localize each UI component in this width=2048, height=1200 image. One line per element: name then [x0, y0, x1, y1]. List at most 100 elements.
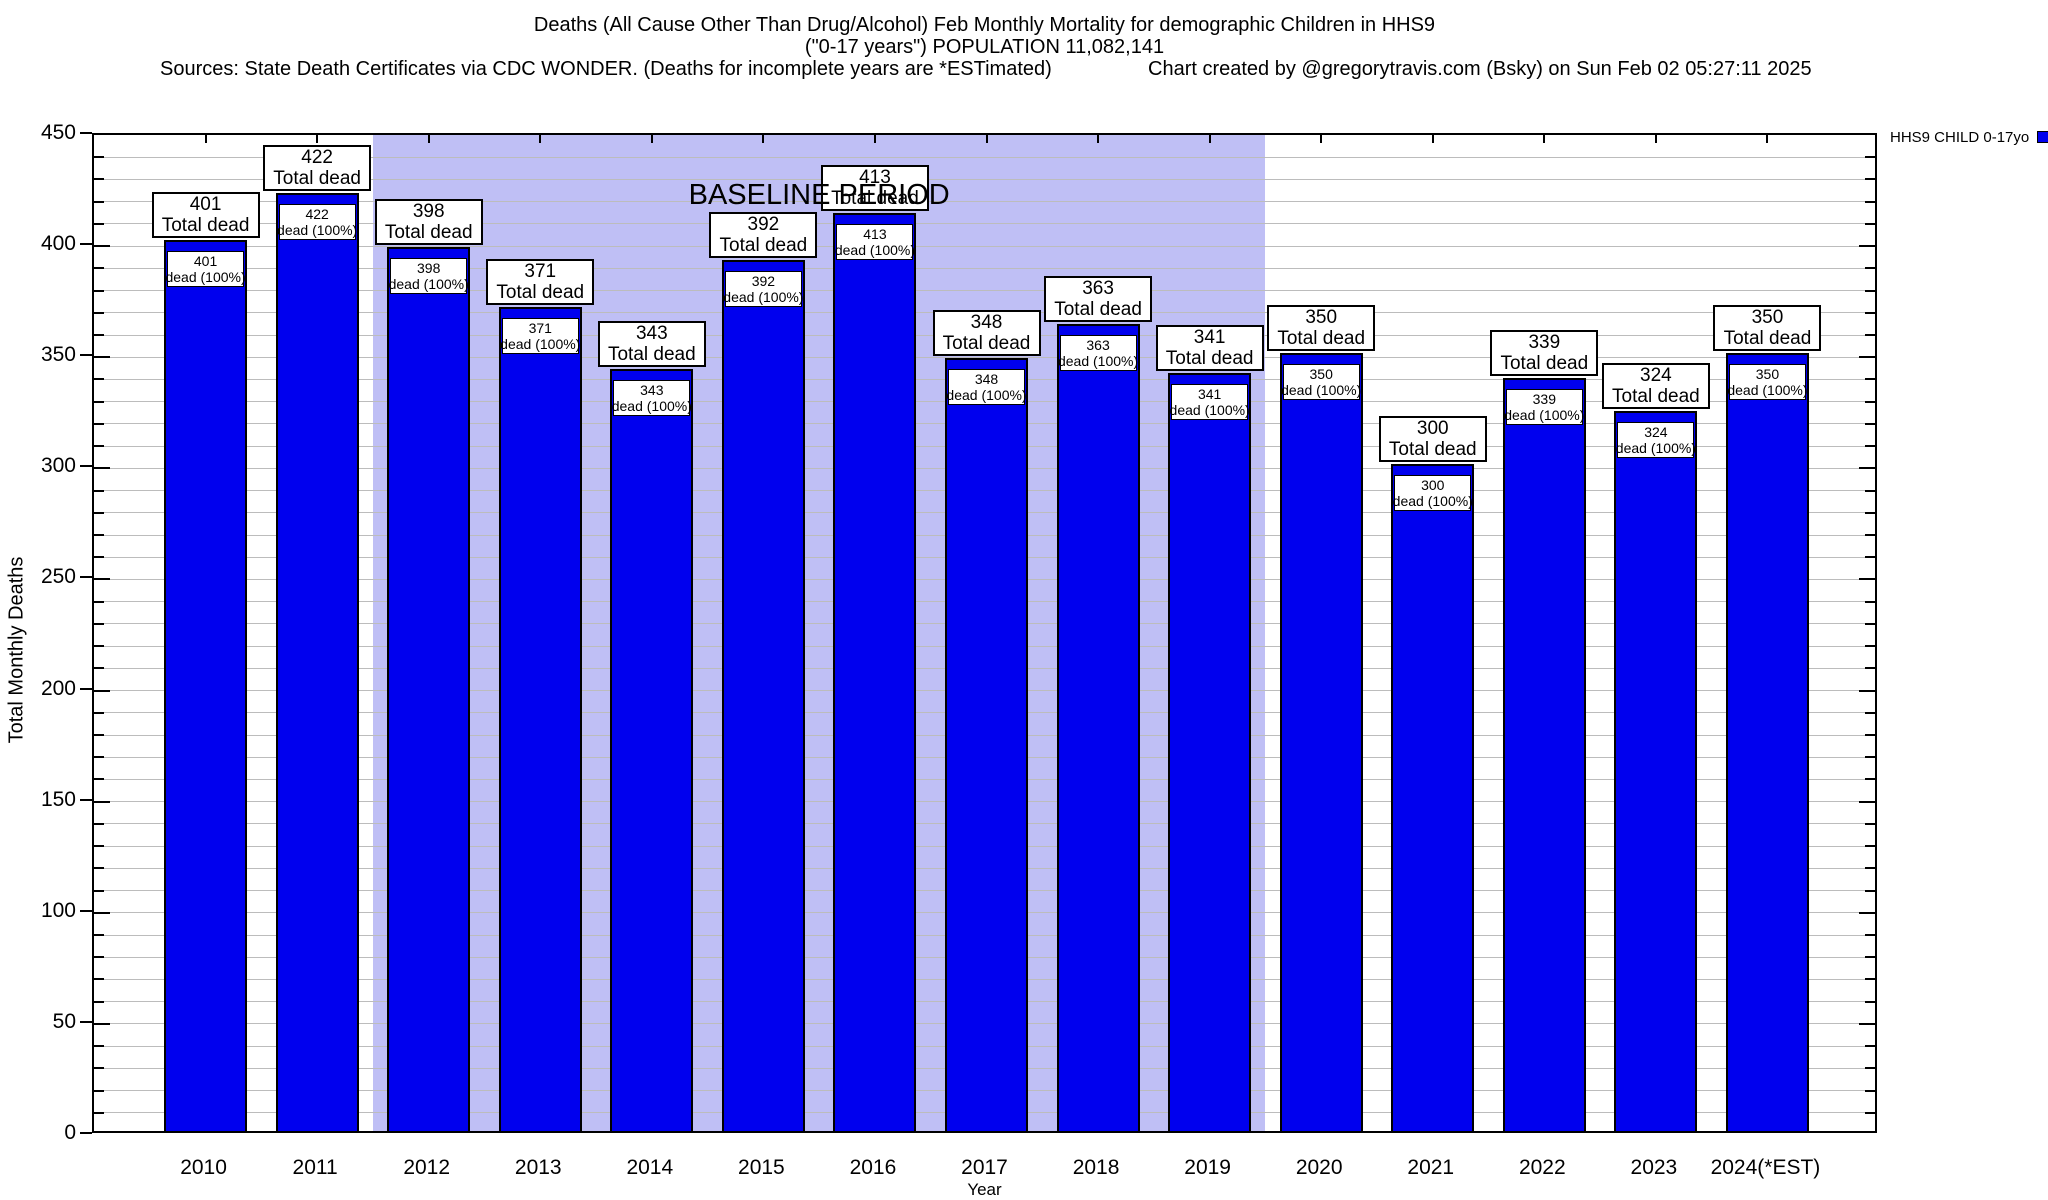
y-tick-left [94, 600, 104, 603]
y-gridline [94, 267, 1875, 269]
y-tick-left [94, 289, 104, 292]
y-tick-right [1865, 600, 1875, 603]
y-tick-left [94, 534, 104, 536]
y-axis-tick-mark [80, 465, 92, 468]
bar-inner-label-2023: 324 dead (100%) [1615, 422, 1696, 458]
y-tick-right [1859, 356, 1875, 359]
x-tick-top [1320, 135, 1323, 143]
bar-inner-label-2010: 401 dead (100%) [165, 250, 246, 287]
bar-total-label-2021: 300 Total dead [1378, 416, 1487, 463]
y-axis-tick-mark [80, 909, 92, 912]
y-tick-left [94, 222, 104, 225]
bar-2021 [1391, 464, 1475, 1131]
y-tick-left [94, 1045, 104, 1048]
y-tick-left [94, 756, 104, 759]
x-tick-top [1543, 135, 1546, 143]
x-axis-tick-label: 2023 [1630, 1156, 1678, 1179]
y-tick-right [1865, 778, 1875, 781]
bar-total-label-2019: 341 Total dead [1155, 325, 1264, 372]
x-tick-top [539, 135, 542, 143]
x-axis-tick-label: 2013 [514, 1156, 562, 1179]
bar-inner-label-2019: 341 dead (100%) [1169, 384, 1250, 421]
x-tick-top [1208, 135, 1211, 143]
y-tick-left [94, 845, 104, 848]
y-tick-right [1865, 978, 1875, 981]
x-tick-top [650, 135, 653, 143]
y-tick-right [1865, 889, 1875, 892]
y-tick-left [94, 578, 110, 581]
y-tick-right [1865, 267, 1875, 270]
y-tick-right [1865, 334, 1875, 336]
bar-inner-label-2020: 350 dead (100%) [1281, 364, 1362, 401]
x-axis-tick-label: 2016 [849, 1156, 897, 1179]
chart-title-line1: Deaths (All Cause Other Than Drug/Alcoho… [533, 14, 1436, 36]
y-tick-left [94, 800, 110, 803]
x-axis-tick-label: 2010 [180, 1156, 227, 1179]
bar-inner-label-2011: 422 dead (100%) [277, 204, 358, 241]
x-tick-top [1766, 135, 1769, 143]
bar-total-label-2012: 398 Total dead [374, 198, 483, 245]
y-gridline [94, 201, 1875, 203]
y-tick-right [1865, 1045, 1875, 1048]
x-tick-top [985, 135, 988, 143]
y-tick-right [1865, 556, 1875, 559]
bar-2020 [1279, 353, 1363, 1131]
plot-area: 401 Total dead 401 dead (100%) 422 Total d… [92, 133, 1877, 1133]
y-tick-left [94, 911, 110, 914]
y-axis-tick-label: 450 [40, 121, 76, 144]
y-tick-right [1865, 845, 1875, 848]
y-tick-right [1865, 400, 1875, 403]
bar-total-label-2010: 401 Total dead [151, 191, 260, 238]
x-tick-top [204, 135, 207, 143]
y-tick-left [94, 934, 104, 936]
y-tick-right [1865, 1089, 1875, 1092]
x-tick-top [1431, 135, 1434, 143]
y-tick-right [1865, 1111, 1875, 1114]
x-axis-title: Year [967, 1180, 1002, 1199]
y-axis-tick-label: 200 [40, 676, 76, 700]
y-tick-right [1865, 445, 1875, 448]
y-axis-tick-label: 350 [40, 343, 76, 367]
y-tick-right [1859, 578, 1875, 581]
bar-2013 [498, 306, 582, 1131]
y-tick-left [94, 378, 104, 381]
y-axis-tick-label: 50 [52, 1009, 76, 1033]
legend-swatch [2037, 131, 2048, 143]
y-tick-right [1865, 711, 1875, 714]
y-tick-right [1859, 911, 1875, 914]
y-tick-left [94, 778, 104, 781]
y-tick-left [94, 511, 104, 514]
bar-2023 [1614, 411, 1698, 1131]
x-axis-tick-label: 2018 [1072, 1156, 1120, 1179]
x-axis-tick-label: 2011 [292, 1156, 338, 1179]
x-axis-tick-label: 2019 [1184, 1156, 1231, 1179]
x-axis-tick-label: 2021 [1407, 1156, 1455, 1179]
bar-total-label-2011: 422 Total dead [263, 145, 372, 192]
bar-total-label-2016: 413 Total dead [820, 165, 929, 212]
y-tick-left [94, 1022, 110, 1025]
x-axis-tick-label: 2017 [961, 1156, 1008, 1179]
y-tick-right [1865, 511, 1875, 514]
bar-2010 [164, 239, 248, 1131]
y-tick-right [1859, 467, 1875, 470]
y-axis-tick-mark [80, 687, 92, 690]
bar-total-label-2014: 343 Total dead [597, 320, 706, 367]
y-gridline [94, 156, 1875, 158]
y-tick-right [1865, 289, 1875, 292]
y-tick-left [94, 178, 104, 181]
x-axis-tick-label: 2012 [403, 1156, 451, 1179]
legend-label: HHS9 CHILD 0-17yo [1890, 128, 2030, 146]
x-tick-top [762, 135, 765, 143]
y-tick-left [94, 400, 104, 403]
y-tick-left [94, 489, 104, 492]
y-axis-tick-label: 250 [40, 565, 76, 589]
bar-total-label-2022: 339 Total dead [1490, 329, 1599, 376]
x-tick-top [873, 135, 876, 143]
bar-inner-label-2016: 413 dead (100%) [834, 224, 916, 261]
y-tick-right [1865, 867, 1875, 870]
baseline-period-label: BASELINE PERIOD [688, 179, 950, 211]
y-tick-right [1865, 667, 1875, 670]
sources-note: Sources: State Death Certificates via CD… [160, 58, 1052, 80]
y-tick-left [94, 622, 104, 625]
x-tick-top [1654, 135, 1657, 143]
